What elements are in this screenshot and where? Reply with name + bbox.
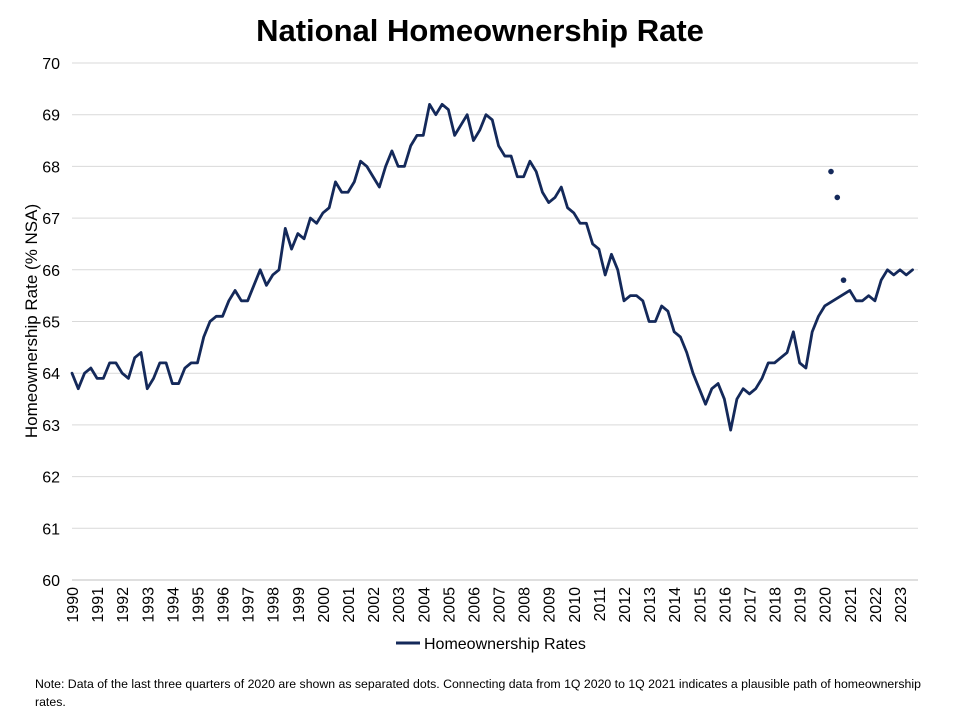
legend: Homeownership Rates (396, 636, 586, 653)
x-tick-label: 2008 (517, 587, 534, 623)
x-tick-label: 2011 (592, 587, 609, 622)
x-tick-label: 1999 (291, 587, 308, 623)
legend-label: Homeownership Rates (424, 636, 586, 653)
y-tick-label: 70 (42, 56, 60, 73)
x-tick-label: 2002 (366, 587, 383, 623)
y-tick-label: 68 (42, 159, 60, 176)
series-lines (70, 102, 914, 432)
x-tick-label: 2020 (818, 587, 835, 623)
x-tick-label: 1993 (140, 587, 157, 623)
y-tick-label: 62 (42, 470, 60, 487)
gridlines (72, 62, 918, 581)
y-tick-labels: 60 61 62 63 64 65 66 67 68 69 70 (42, 56, 60, 590)
x-tick-label: 1996 (216, 587, 233, 623)
x-tick-label: 2006 (466, 587, 483, 623)
x-tick-labels: 1990 1991 1992 1993 1994 1995 1996 1997 1998 1999… (65, 587, 910, 623)
x-tick-label: 1990 (65, 587, 82, 623)
x-tick-label: 2014 (667, 587, 684, 623)
data-point-dot (840, 277, 847, 283)
y-tick-label: 69 (42, 108, 60, 125)
x-tick-label: 2010 (567, 587, 584, 623)
x-tick-label: 2013 (642, 587, 659, 623)
y-tick-label: 64 (42, 366, 60, 383)
x-tick-label: 2018 (768, 587, 785, 623)
x-tick-label: 1991 (90, 587, 107, 623)
x-tick-label: 1997 (241, 587, 258, 623)
x-tick-label: 1998 (266, 587, 283, 623)
x-tick-label: 2003 (391, 587, 408, 623)
x-tick-label: 2017 (742, 587, 759, 623)
x-tick-label: 2005 (441, 587, 458, 623)
footnote: Note: Data of the last three quarters of… (35, 677, 921, 709)
y-tick-label: 63 (42, 418, 60, 435)
y-tick-label: 66 (42, 263, 60, 280)
x-tick-label: 2000 (316, 587, 333, 623)
x-tick-label: 2016 (717, 587, 734, 623)
x-tick-label: 2001 (341, 587, 358, 623)
y-tick-label: 60 (42, 573, 60, 590)
chart-title: National Homeownership Rate (256, 13, 704, 48)
y-tick-label: 67 (42, 211, 60, 228)
x-tick-label: 2021 (843, 587, 860, 623)
series-line-homeownership-rates (70, 102, 914, 432)
x-tick-label: 2012 (617, 587, 634, 623)
x-tick-label: 2009 (542, 587, 559, 623)
x-tick-label: 2015 (692, 587, 709, 623)
x-tick-label: 2004 (416, 587, 433, 623)
x-tick-label: 2007 (492, 587, 509, 623)
series-dots (828, 168, 847, 283)
x-tick-label: 2022 (868, 587, 885, 623)
y-tick-label: 65 (42, 315, 60, 332)
data-point-dot (834, 194, 841, 201)
y-tick-label: 61 (42, 521, 60, 538)
x-tick-label: 1994 (165, 587, 182, 623)
y-axis-label: Homeownership Rate (% NSA) (22, 204, 41, 438)
x-tick-label: 1992 (115, 587, 132, 623)
data-point-dot (828, 168, 834, 175)
x-tick-label: 1995 (190, 587, 207, 623)
x-tick-label: 2019 (793, 587, 810, 623)
x-tick-label: 2023 (893, 587, 910, 623)
